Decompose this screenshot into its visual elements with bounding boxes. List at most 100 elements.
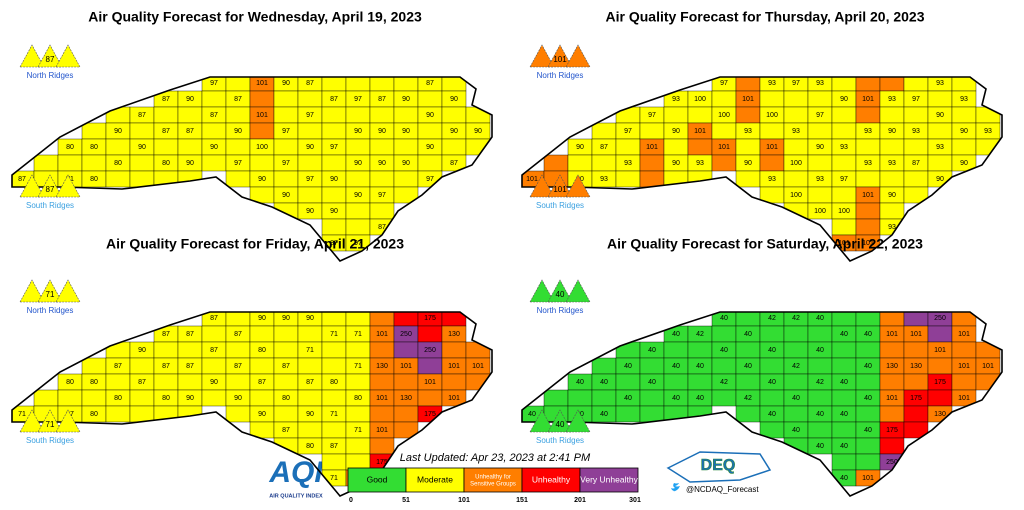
county — [393, 373, 419, 391]
county — [855, 218, 881, 236]
map-title: Air Quality Forecast for Saturday, April… — [607, 236, 923, 252]
county-value: 93 — [888, 96, 896, 103]
county-value: 40 — [768, 411, 776, 418]
county — [759, 90, 785, 108]
county-value: 87 — [330, 96, 338, 103]
county — [759, 389, 785, 407]
county — [639, 389, 665, 407]
county-value: 101 — [694, 128, 706, 135]
county-value: 175 — [424, 411, 436, 418]
county-value: 90 — [282, 80, 290, 87]
county — [249, 154, 275, 172]
county-value: 87 — [306, 379, 314, 386]
county-value: 42 — [816, 379, 824, 386]
legend-tick: 201 — [574, 497, 586, 504]
ridge-peak — [37, 174, 63, 198]
nc-map: 40 40 40 40 40 40 40 40 40 40 40 40 42 40 40 40 40 42 40 40… — [521, 311, 1003, 497]
county-value: 90 — [840, 96, 848, 103]
county-value: 87 — [162, 96, 170, 103]
ridge-value: 101 — [553, 185, 567, 194]
county — [393, 170, 419, 188]
county-value: 101 — [958, 395, 970, 402]
county — [807, 325, 833, 343]
county — [33, 154, 59, 172]
state-outline — [11, 76, 493, 262]
county — [855, 106, 881, 124]
county — [927, 325, 953, 343]
county-value: 42 — [696, 331, 704, 338]
county — [393, 106, 419, 124]
ridge-peak — [529, 174, 555, 198]
county-value: 97 — [624, 128, 632, 135]
county-value: 101 — [886, 331, 898, 338]
county — [81, 122, 107, 140]
county — [441, 341, 467, 359]
legend-swatch — [579, 467, 639, 493]
county-value: 130 — [910, 363, 922, 370]
county-value: 80 — [90, 144, 98, 151]
county — [465, 373, 491, 391]
county-value: 93 — [768, 80, 776, 87]
county — [465, 106, 491, 124]
county-value: 87 — [600, 144, 608, 151]
county-value: 97 — [426, 176, 434, 183]
county-value: 40 — [648, 347, 656, 354]
county — [759, 357, 785, 375]
county-value: 87 — [162, 128, 170, 135]
county-value: 101 — [958, 363, 970, 370]
county-value: 97 — [720, 80, 728, 87]
county — [81, 154, 107, 172]
county-value: 97 — [282, 160, 290, 167]
county-cells: 71 80 87 80 80 87 80 90 87 87 87 80 87 87 90 87 87 90 87 87… — [12, 312, 491, 487]
county-value: 130 — [934, 411, 946, 418]
county-value: 90 — [138, 347, 146, 354]
county-value: 40 — [672, 363, 680, 370]
county — [807, 389, 833, 407]
county — [807, 357, 833, 375]
county-value: 40 — [816, 443, 824, 450]
county — [807, 186, 833, 204]
county — [105, 170, 131, 188]
county-value: 90 — [936, 112, 944, 119]
county-value: 80 — [90, 411, 98, 418]
last-updated: Last Updated: Apr 23, 2023 at 2:41 PM — [400, 452, 591, 464]
county — [879, 341, 905, 359]
county — [441, 106, 467, 124]
county — [735, 106, 761, 124]
county-value: 93 — [888, 160, 896, 167]
ridge-peak — [565, 174, 591, 198]
county-value: 40 — [816, 347, 824, 354]
ridge-label: South Ridges — [26, 201, 74, 210]
county — [321, 186, 347, 204]
county-value: 101 — [376, 395, 388, 402]
county — [855, 437, 881, 455]
county — [951, 373, 977, 391]
county-value: 90 — [426, 112, 434, 119]
ridge-value: 101 — [553, 55, 567, 64]
county — [249, 90, 275, 108]
county — [273, 405, 299, 423]
county — [783, 325, 809, 343]
county — [639, 357, 665, 375]
county — [129, 357, 155, 375]
county-value: 100 — [766, 112, 778, 119]
county — [345, 170, 371, 188]
county-value: 80 — [282, 395, 290, 402]
county-value: 93 — [624, 160, 632, 167]
county-value: 80 — [90, 379, 98, 386]
county-value: 130 — [448, 331, 460, 338]
county-value: 175 — [424, 315, 436, 322]
county — [273, 90, 299, 108]
county-value: 93 — [912, 128, 920, 135]
county-value: 40 — [528, 411, 536, 418]
county — [297, 421, 323, 439]
county — [465, 138, 491, 156]
county-value: 40 — [816, 315, 824, 322]
county — [783, 437, 809, 455]
legend-swatch — [463, 467, 523, 493]
county-value: 87 — [138, 112, 146, 119]
county-value: 101 — [838, 240, 850, 247]
county — [393, 186, 419, 204]
county-value: 100 — [694, 96, 706, 103]
county-value: 93 — [960, 96, 968, 103]
